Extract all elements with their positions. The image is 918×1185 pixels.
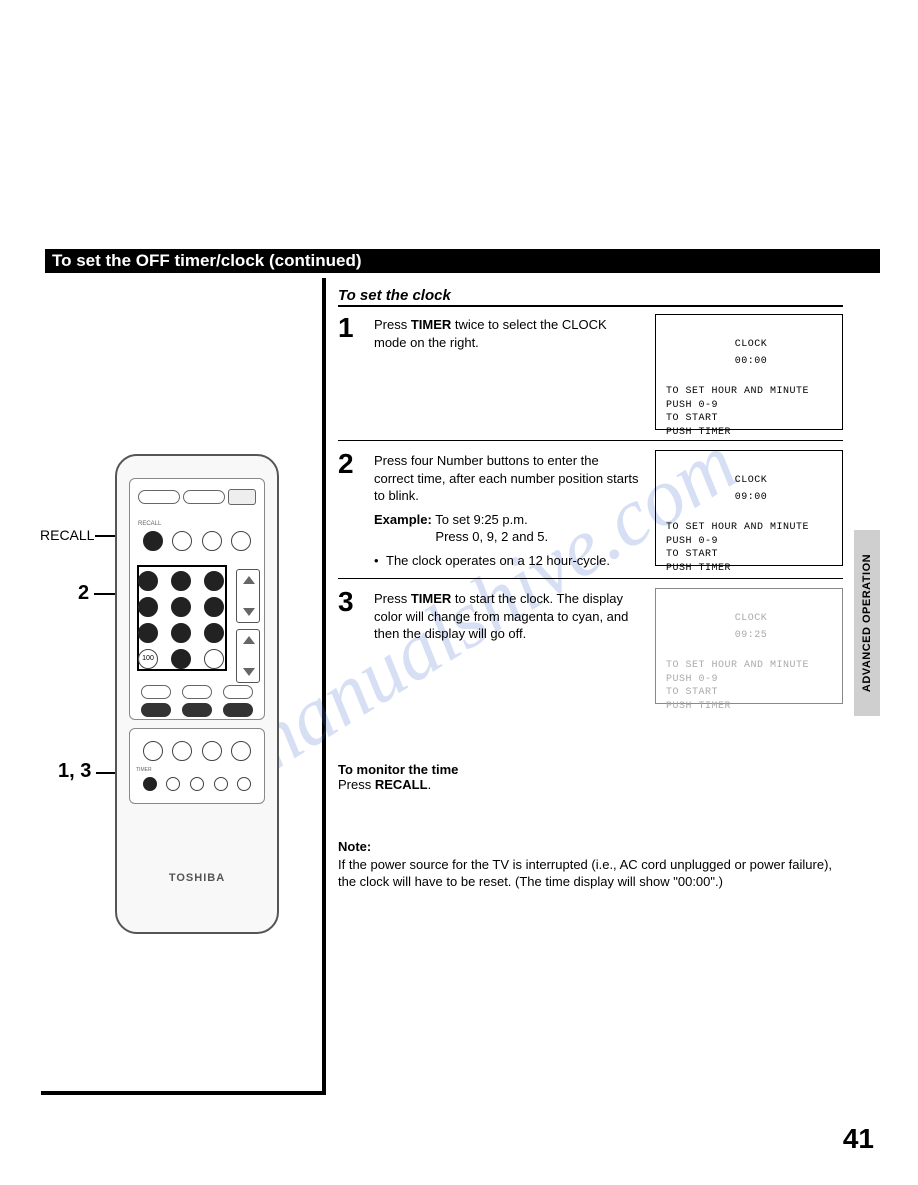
channel-rocker: [236, 629, 260, 683]
remote-button: [223, 703, 253, 717]
timer-label: TIMER: [136, 767, 152, 773]
monitor-body: Press RECALL.: [338, 777, 458, 792]
number-button: [204, 597, 224, 617]
step-number: 3: [338, 586, 354, 618]
bottom-divider: [41, 1091, 326, 1095]
note-section: Note: If the power source for the TV is …: [338, 838, 843, 891]
step-bullet: The clock operates on a 12 hour-cycle.: [374, 552, 642, 570]
step-3: 3 Press TIMER to start the clock. The di…: [338, 590, 843, 643]
osd-title: CLOCK: [666, 613, 836, 624]
number-button: [171, 597, 191, 617]
number-button: [171, 623, 191, 643]
remote-button: [182, 703, 212, 717]
remote-button: [172, 531, 192, 551]
remote-button: [172, 741, 192, 761]
recall-label: RECALL: [138, 521, 161, 527]
osd-title: CLOCK: [666, 339, 836, 350]
osd-display-1: CLOCK 00:00 TO SET HOUR AND MINUTE PUSH …: [655, 314, 843, 430]
step-number: 2: [338, 448, 354, 480]
number-button: [138, 571, 158, 591]
recall-button: [143, 531, 163, 551]
remote-button: [228, 489, 256, 505]
remote-lower-panel: TIMER: [129, 728, 265, 804]
remote-button: [141, 685, 171, 699]
page-header: To set the OFF timer/clock (continued): [52, 251, 362, 271]
hundred-button: 100: [138, 649, 158, 669]
remote-button: [223, 685, 253, 699]
step-text: Press four Number buttons to enter the c…: [374, 452, 642, 569]
note-body: If the power source for the TV is interr…: [338, 856, 843, 891]
title-underline: [338, 305, 843, 307]
remote-button: [182, 685, 212, 699]
callout-recall: RECALL: [40, 527, 94, 543]
osd-instructions: TO SET HOUR AND MINUTE PUSH 0-9 TO START…: [666, 385, 836, 439]
remote-button: [143, 741, 163, 761]
remote-button: [204, 649, 224, 669]
remote-button: [202, 741, 222, 761]
step-separator: [338, 578, 843, 579]
osd-time: 00:00: [666, 356, 836, 367]
remote-button: [231, 531, 251, 551]
number-button: [138, 623, 158, 643]
osd-title: CLOCK: [666, 475, 836, 486]
number-button: [171, 649, 191, 669]
osd-display-3: CLOCK 09:25 TO SET HOUR AND MINUTE PUSH …: [655, 588, 843, 704]
callout-two: 2: [78, 582, 89, 605]
remote-button: [183, 490, 225, 504]
monitor-title: To monitor the time: [338, 762, 458, 777]
osd-instructions: TO SET HOUR AND MINUTE PUSH 0-9 TO START…: [666, 659, 836, 713]
step-number: 1: [338, 312, 354, 344]
monitor-time-section: To monitor the time Press RECALL.: [338, 762, 458, 792]
remote-button: [166, 777, 180, 791]
volume-rocker: [236, 569, 260, 623]
remote-brand: TOSHIBA: [117, 872, 277, 884]
remote-button: [214, 777, 228, 791]
osd-time: 09:00: [666, 492, 836, 503]
osd-instructions: TO SET HOUR AND MINUTE PUSH 0-9 TO START…: [666, 521, 836, 575]
step-text: Press TIMER twice to select the CLOCK mo…: [374, 316, 642, 351]
remote-button: [202, 531, 222, 551]
osd-time: 09:25: [666, 630, 836, 641]
timer-button: [143, 777, 157, 791]
number-button: [138, 597, 158, 617]
vertical-divider: [322, 278, 326, 1095]
note-title: Note:: [338, 838, 843, 856]
remote-button: [141, 703, 171, 717]
step-2: 2 Press four Number buttons to enter the…: [338, 452, 843, 569]
osd-display-2: CLOCK 09:00 TO SET HOUR AND MINUTE PUSH …: [655, 450, 843, 566]
number-button: [204, 571, 224, 591]
step-1: 1 Press TIMER twice to select the CLOCK …: [338, 316, 843, 351]
step-separator: [338, 440, 843, 441]
side-tab-label: ADVANCED OPERATION: [861, 554, 873, 692]
remote-button: [138, 490, 180, 504]
page-number: 41: [843, 1123, 874, 1155]
callout-onethree: 1, 3: [58, 760, 91, 783]
remote-button: [190, 777, 204, 791]
side-tab: ADVANCED OPERATION: [854, 530, 880, 716]
section-title: To set the clock: [338, 287, 451, 304]
step-text: Press TIMER to start the clock. The disp…: [374, 590, 642, 643]
number-button: [171, 571, 191, 591]
remote-button: [237, 777, 251, 791]
number-button: [204, 623, 224, 643]
remote-control-diagram: RECALL 100: [115, 454, 279, 934]
remote-button: [231, 741, 251, 761]
remote-upper-panel: RECALL 100: [129, 478, 265, 720]
